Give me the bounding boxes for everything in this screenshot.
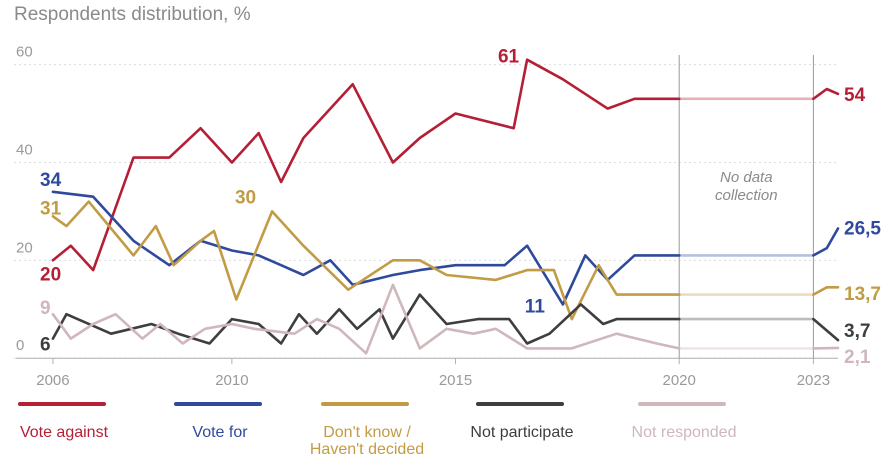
legend-label: Vote for (192, 424, 248, 441)
series-line-dontknow (51, 200, 681, 321)
legend-swatch (638, 402, 726, 406)
legend-swatch (174, 402, 262, 406)
chart-subtitle: Respondents distribution, % (14, 4, 251, 25)
label-vote-against-end: 54 (844, 85, 866, 106)
y-tick-label: 60 (16, 44, 33, 61)
series-line-notparticipate (51, 293, 681, 345)
label-notparticipate-end: 3,7 (844, 321, 870, 342)
legend-item-for: Vote for (172, 402, 290, 441)
line-chart: 0 20 40 60 2006 2010 2015 2020 2023 No datacollec… (14, 44, 881, 389)
label-vote-for-end: 26,5 (844, 219, 881, 240)
label-dontknow-peak: 30 (235, 187, 256, 208)
legend-item-dontknow: Don't know / Haven't decided (310, 402, 437, 458)
series-tail-line-for (812, 227, 840, 257)
gap-annotation: collection (715, 187, 778, 204)
label-vote-against-peak: 61 (498, 47, 520, 68)
legend-item-notparticipate: Not participate (470, 402, 592, 441)
chart-legend: Vote against Vote for Don't know / Haven't… (14, 402, 884, 468)
series-line-notresponded (51, 283, 681, 355)
series-line-for (51, 190, 681, 306)
x-tick-label: 2020 (663, 372, 696, 389)
y-tick-label: 0 (16, 337, 24, 354)
series-tail-line-notresponded (812, 346, 840, 350)
label-notparticipate-start: 6 (40, 335, 51, 356)
legend-label: Don't know / Haven't decided (309, 424, 425, 458)
label-vote-for-start: 34 (40, 170, 62, 191)
label-vote-against-start: 20 (40, 264, 61, 285)
series-tail-line-against (812, 87, 840, 101)
legend-swatch (476, 402, 564, 406)
x-tick-label: 2015 (439, 372, 472, 389)
label-dontknow-start: 31 (40, 198, 62, 219)
label-notresponded-start: 9 (40, 298, 51, 319)
label-notresponded-end: 2,1 (844, 347, 871, 368)
legend-swatch (321, 402, 409, 406)
x-tick-label: 2006 (36, 372, 69, 389)
legend-label: Vote against (19, 424, 109, 441)
y-tick-label: 40 (16, 141, 33, 158)
label-dontknow-end: 13,7 (844, 284, 881, 305)
gap-annotation: No data (720, 169, 773, 186)
series-tail-line-dontknow (812, 285, 840, 296)
series-tail-line-notparticipate (812, 317, 840, 342)
series-line-against (51, 58, 681, 272)
legend-item-notresponded: Not responded (632, 402, 754, 441)
x-tick-label: 2023 (797, 372, 830, 389)
legend-item-against: Vote against (16, 402, 134, 441)
legend-label: Not responded (631, 424, 737, 441)
x-tick-label: 2010 (215, 372, 248, 389)
legend-label: Not participate (470, 424, 574, 441)
label-vote-for-mid: 11 (525, 296, 546, 317)
legend-swatch (18, 402, 106, 406)
y-tick-label: 20 (16, 239, 33, 256)
